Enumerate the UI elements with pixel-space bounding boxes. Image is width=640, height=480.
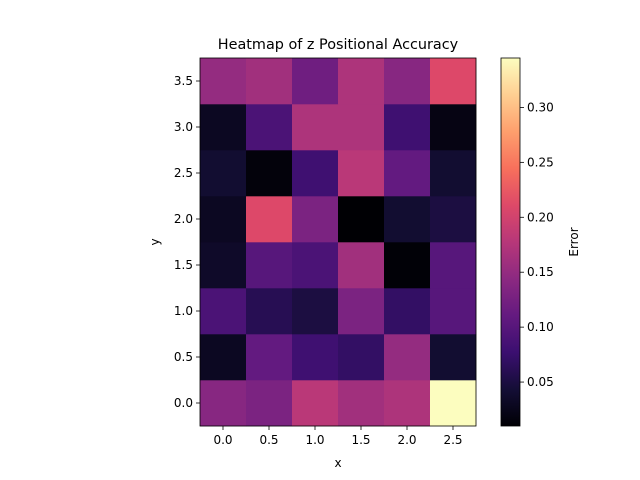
heatmap-cell <box>430 288 477 335</box>
y-tick-label: 1.0 <box>174 304 193 318</box>
heatmap-cell <box>338 104 385 151</box>
heatmap-cell <box>246 58 293 105</box>
heatmap-cell <box>430 104 477 151</box>
heatmap-cell <box>338 196 385 243</box>
heatmap-cell <box>338 242 385 289</box>
heatmap-cell <box>246 104 293 151</box>
x-tick-label: 2.5 <box>443 433 462 447</box>
heatmap-cell <box>338 288 385 335</box>
heatmap-cell <box>200 196 247 243</box>
heatmap-cell <box>200 58 247 105</box>
heatmap-cell <box>430 58 477 105</box>
heatmap-cell <box>292 196 339 243</box>
heatmap-cell <box>200 380 247 427</box>
colorbar-tick-label: 0.30 <box>527 100 554 114</box>
y-tick-label: 3.5 <box>174 74 193 88</box>
heatmap-cell <box>200 104 247 151</box>
heatmap-cell <box>292 380 339 427</box>
heatmap-cell <box>246 334 293 381</box>
heatmap-cell <box>292 288 339 335</box>
heatmap-cell <box>200 288 247 335</box>
y-tick-label: 2.0 <box>174 212 193 226</box>
heatmap-cell <box>200 150 247 197</box>
colorbar-ticks: 0.05 0.10 0.15 0.20 0.25 0.30 <box>520 100 554 389</box>
heatmap-cell <box>338 334 385 381</box>
heatmap-cell <box>430 380 477 427</box>
x-axis-ticks: 0.0 0.5 1.0 1.5 2.0 2.5 <box>213 426 463 447</box>
heatmap-cell <box>200 334 247 381</box>
heatmap-cell <box>338 150 385 197</box>
heatmap-cells <box>200 58 477 427</box>
x-tick-label: 0.0 <box>213 433 232 447</box>
heatmap-cell <box>338 380 385 427</box>
plot-frame <box>199 57 477 427</box>
colorbar <box>500 57 521 427</box>
heatmap-cell <box>384 288 431 335</box>
colorbar-tick-label: 0.20 <box>527 210 554 224</box>
colorbar-label: Error <box>567 227 581 256</box>
heatmap-cell <box>246 288 293 335</box>
heatmap-cell <box>384 380 431 427</box>
x-tick-label: 2.0 <box>397 433 416 447</box>
heatmap-cell <box>246 150 293 197</box>
y-tick-label: 0.0 <box>174 396 193 410</box>
heatmap-cell <box>292 242 339 289</box>
heatmap-cell <box>384 242 431 289</box>
y-tick-label: 1.5 <box>174 258 193 272</box>
y-axis-ticks: 0.0 0.5 1.0 1.5 2.0 2.5 3.0 3.5 <box>174 74 200 410</box>
colorbar-tick-label: 0.10 <box>527 320 554 334</box>
x-axis-label: x <box>334 456 341 470</box>
heatmap-cell <box>246 380 293 427</box>
heatmap-cell <box>200 242 247 289</box>
heatmap-cell <box>292 58 339 105</box>
heatmap-cell <box>246 242 293 289</box>
colorbar-tick-label: 0.05 <box>527 375 554 389</box>
y-tick-label: 3.0 <box>174 120 193 134</box>
heatmap-cell <box>384 104 431 151</box>
colorbar-tick-label: 0.25 <box>527 155 554 169</box>
chart-title: Heatmap of z Positional Accuracy <box>218 37 459 53</box>
y-axis-label: y <box>148 238 162 245</box>
heatmap-cell <box>338 58 385 105</box>
heatmap-cell <box>292 334 339 381</box>
heatmap-cell <box>430 196 477 243</box>
heatmap-cell <box>384 196 431 243</box>
heatmap-cell <box>430 150 477 197</box>
heatmap-cell <box>430 334 477 381</box>
heatmap-cell <box>292 150 339 197</box>
x-tick-label: 0.5 <box>259 433 278 447</box>
y-tick-label: 0.5 <box>174 350 193 364</box>
heatmap-cell <box>384 150 431 197</box>
heatmap-cell <box>246 196 293 243</box>
x-tick-label: 1.0 <box>305 433 324 447</box>
x-tick-label: 1.5 <box>351 433 370 447</box>
colorbar-tick-label: 0.15 <box>527 265 554 279</box>
heatmap-cell <box>292 104 339 151</box>
heatmap-cell <box>384 334 431 381</box>
y-tick-label: 2.5 <box>174 166 193 180</box>
heatmap-cell <box>384 58 431 105</box>
heatmap-cell <box>430 242 477 289</box>
